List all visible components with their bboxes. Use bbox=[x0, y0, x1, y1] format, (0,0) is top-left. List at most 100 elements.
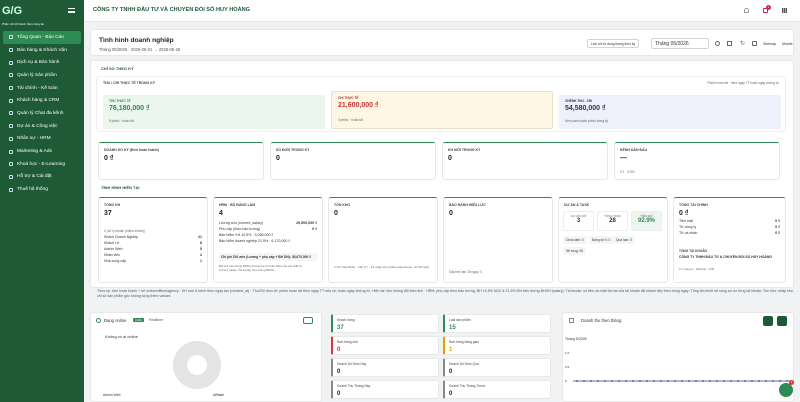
sidebar-item-label: Tài chính - Kế toán bbox=[17, 85, 58, 91]
sidebar-item[interactable]: Khách hàng & CRM bbox=[0, 94, 84, 107]
row-label: Bảo hiểm doanh nghiệp 21.5% · 6,170,000 … bbox=[219, 239, 291, 243]
info-row: Admin Web 5 bbox=[104, 246, 202, 252]
online-donut bbox=[173, 341, 221, 389]
chart-point bbox=[730, 380, 732, 382]
info-row: TK công ty 0 ₫ bbox=[679, 224, 780, 230]
nav-item-icon bbox=[9, 187, 13, 192]
gift-icon[interactable] bbox=[763, 8, 768, 13]
taichinh-card: TỔNG TÀI CHÍNH 0 ₫ Tiền mặt 0 ₫ TK công ty… bbox=[673, 197, 786, 283]
chat-fab-button[interactable] bbox=[779, 383, 793, 397]
chart-point bbox=[590, 380, 592, 382]
menu-toggle-icon[interactable] bbox=[68, 8, 75, 13]
chi-label: CHI THỰC TẾ bbox=[338, 96, 359, 100]
sidebar-item[interactable]: Thuế hệ thống bbox=[0, 183, 84, 196]
page-title: Tình hình doanh nghiệp bbox=[99, 37, 174, 44]
mini-stat-label: Đơn hàng đang giao bbox=[449, 340, 480, 344]
chart-point bbox=[723, 380, 725, 382]
row-label: TK cá nhân bbox=[679, 231, 698, 235]
chart-export-button[interactable] bbox=[777, 316, 787, 326]
sidebar-item[interactable]: Quản lý Chat đa kênh bbox=[0, 107, 84, 120]
mini-stat-card: Đơn hàng đang giao 1 bbox=[443, 336, 551, 355]
sidebar-item[interactable]: Tổng Quan - Báo Cáo bbox=[3, 31, 81, 44]
mini-stat-label: Khách hàng bbox=[337, 318, 355, 322]
hrm-card: HRM · BỘ BẢNG LÀM 4 Lương cứu (current_s… bbox=[213, 197, 323, 283]
expand-icon[interactable] bbox=[752, 41, 757, 46]
taichinh-rows: Tiền mặt 0 ₫ TK công ty 0 ₫ TK cá nhân 0 ₫ bbox=[679, 218, 780, 236]
duan-stat-value: 92.9% bbox=[637, 218, 655, 224]
filter-button[interactable]: Lịch chi từ dụng thang theo kỳ bbox=[587, 39, 640, 48]
tongkh-card: TỔNG KH 37 0 (xử lý khoản (khiếu khách))… bbox=[98, 197, 208, 283]
sidebar-item[interactable]: Quản lý Sản phẩm bbox=[0, 69, 84, 82]
mini-stat-label: Loại sản phẩm bbox=[449, 318, 471, 322]
online-title: Đang online bbox=[104, 318, 127, 323]
thu-sub: 5 phiếu · hoàn tất bbox=[109, 119, 134, 123]
chart-point bbox=[618, 380, 620, 382]
sitemap-link[interactable]: Sitemap bbox=[763, 42, 777, 46]
sidebar-item[interactable]: Nhân sự - HRM bbox=[0, 133, 84, 146]
tk-foot: 0 ₫ (công ty · Website · TCB bbox=[679, 267, 715, 271]
chart-point bbox=[639, 380, 641, 382]
thuchi-hint: Phiếu hoàn tất · theo ngày TT hoặc ngày … bbox=[707, 81, 780, 85]
baohanh-foot: Sắp hết hạn 30 ngày: 0 bbox=[449, 270, 482, 274]
tongkh-rows: Khách Doanh Nghiệp 21 Khách Lẻ 8 Admin Web 5 N… bbox=[104, 234, 202, 264]
row-value: 0 ₫ bbox=[775, 225, 780, 229]
sidebar-item[interactable]: Khoá học - E-Learning bbox=[0, 158, 84, 171]
logo-sub: Phần cối tối thành hiện công kê bbox=[2, 22, 44, 26]
row-label: Nhà cung cấp bbox=[104, 259, 127, 263]
info-row: Tiền mặt 0 ₫ bbox=[679, 218, 780, 224]
kpi-label: KH MỚI TRONG KỲ bbox=[448, 148, 481, 152]
baohanh-card: BẢO HÀNH HIỆU LỰC 0 Sắp hết hạn 30 ngày:… bbox=[443, 197, 553, 283]
hrm-value: 4 bbox=[219, 210, 223, 217]
row-value: 8 bbox=[200, 241, 202, 245]
mini-stat-card: Đơn hàng chờ 0 bbox=[331, 336, 439, 355]
nav-item-icon bbox=[9, 162, 13, 167]
online-panel: Đang online LIVE Realtime Không có ai on… bbox=[90, 312, 322, 402]
duan-chip: Đang xử lí: 0 bbox=[589, 236, 614, 244]
month-select[interactable]: Tháng 05/2026 bbox=[651, 38, 709, 49]
bell-icon[interactable] bbox=[744, 8, 749, 13]
apps-grid-icon[interactable] bbox=[782, 8, 787, 13]
kpi-section: CHỈ SỐ THEO KỲ THU / CHI THỰC TẾ TRONG K… bbox=[90, 60, 794, 288]
chenh-sub[interactable]: Kem danh sách phiếu trong kỳ bbox=[565, 119, 609, 123]
duan-stat: TỔNG TASK 28 bbox=[597, 211, 628, 231]
nav-item-icon bbox=[9, 73, 13, 78]
sidebar-item[interactable]: Hỗ trợ & Cài đặt bbox=[0, 171, 84, 184]
chart-point bbox=[737, 380, 739, 382]
refresh-icon[interactable]: ↻ bbox=[740, 41, 746, 47]
topbar: CÔNG TY TNHH ĐẦU TƯ VÀ CHUYỂN ĐỔI SỐ HUY… bbox=[84, 0, 800, 22]
logo-text: G/G bbox=[2, 5, 23, 17]
sidebar-nav: Tổng Quan - Báo Cáo Bán hàng & Khách Vận D… bbox=[0, 31, 84, 196]
sidebar-item[interactable]: Marketing & Ads bbox=[0, 145, 84, 158]
chart-type-button[interactable] bbox=[763, 316, 773, 326]
sidebar-item-label: Bán hàng & Khách Vận bbox=[17, 47, 67, 53]
taichinh-label: TỔNG TÀI CHÍNH bbox=[679, 203, 708, 207]
logo[interactable]: G/G bbox=[0, 0, 84, 22]
toggle-online-button[interactable] bbox=[303, 317, 313, 324]
chat-badge: 1 bbox=[789, 380, 794, 385]
sidebar-item[interactable]: Tài chính - Kế toán bbox=[0, 82, 84, 95]
mobile-link[interactable]: Mobile bbox=[782, 42, 793, 46]
chi-card: CHI THỰC TẾ 21,600,000 ₫ 4 phiếu · hoàn … bbox=[331, 91, 553, 129]
sidebar-item-label: Hỗ trợ & Cài đặt bbox=[17, 174, 52, 180]
mini-stat-value: 15 bbox=[449, 325, 456, 331]
sidebar-item[interactable]: Dịch vụ & Bảo hành bbox=[0, 56, 84, 69]
sidebar-item[interactable]: Bán hàng & Khách Vận bbox=[0, 44, 84, 57]
tk-name: CÔNG TY TNHH ĐẦU TƯ & CHUYỂN ĐỔI SỐ HUY … bbox=[679, 255, 772, 259]
kpi-value: 0 ₫ bbox=[104, 155, 114, 162]
nav-item-icon bbox=[9, 124, 13, 129]
tongkh-value: 37 bbox=[104, 210, 112, 217]
chart-point bbox=[604, 380, 606, 382]
chart-point bbox=[765, 380, 767, 382]
sidebar-item-label: Dự án & Công việc bbox=[17, 123, 58, 129]
clock-icon[interactable] bbox=[715, 41, 720, 46]
realtime-label: Realtime bbox=[149, 318, 164, 322]
info-row: Bảo hiểm doanh nghiệp 21.5% · 6,170,000 … bbox=[219, 238, 317, 244]
kpi-value: — bbox=[620, 155, 627, 162]
mini-stat-label: Doanh Số Hôm Nay bbox=[337, 362, 367, 366]
print-icon[interactable] bbox=[727, 41, 732, 46]
row-value: 0 ₫ bbox=[775, 219, 780, 223]
mini-stat-label: Doanh Số Hôm Qua bbox=[449, 362, 479, 366]
row-label: Bảo hiểm XH 10.5% · 3,098,000 ₫ bbox=[219, 233, 274, 237]
info-row: Lương cứu (current_salary) 29,500,000 ₫ bbox=[219, 220, 317, 226]
sidebar-item[interactable]: Dự án & Công việc bbox=[0, 120, 84, 133]
